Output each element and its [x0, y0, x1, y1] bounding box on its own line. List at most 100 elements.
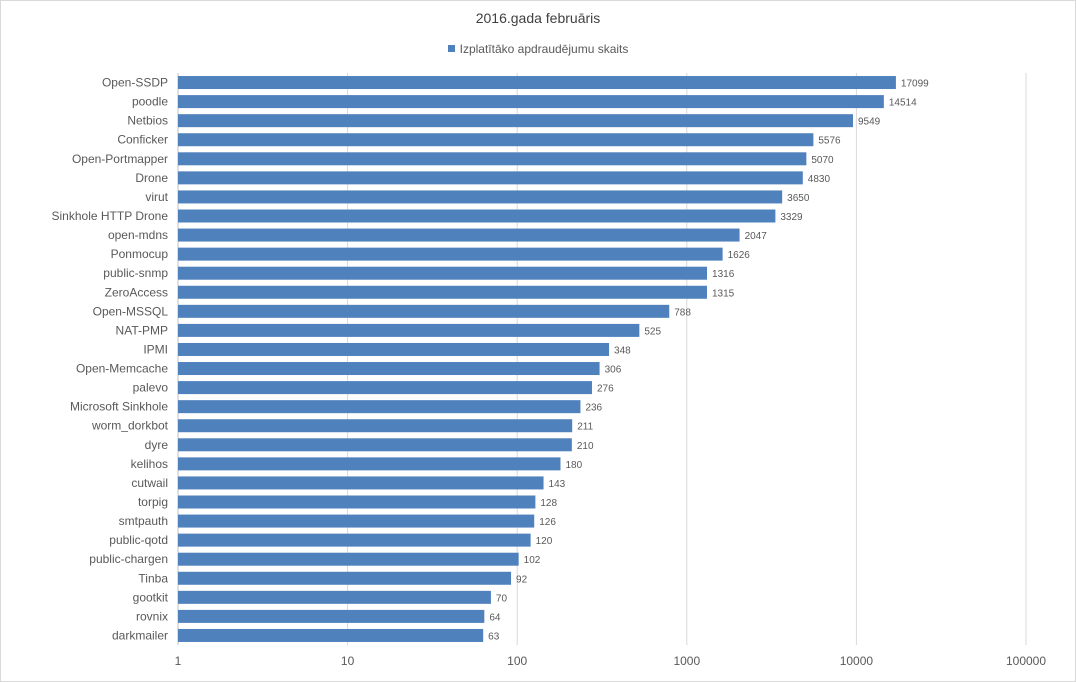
data-label: 1315 [712, 288, 735, 299]
category-label: public-chargen [89, 552, 168, 566]
data-label: 788 [674, 307, 691, 318]
data-label: 1626 [728, 250, 751, 261]
category-label: Open-SSDP [102, 76, 168, 90]
data-label: 210 [577, 441, 594, 452]
category-label: kelihos [131, 457, 168, 471]
bar [178, 190, 783, 204]
bar [178, 495, 536, 509]
category-label: Microsoft Sinkhole [70, 400, 168, 414]
category-label: dyre [145, 438, 169, 452]
category-label: palevo [133, 381, 169, 395]
data-label: 17099 [901, 79, 929, 90]
category-label: public-snmp [103, 266, 168, 280]
category-label: Sinkhole HTTP Drone [52, 209, 169, 223]
bar [178, 228, 740, 242]
bar [178, 552, 519, 566]
data-label: 143 [549, 479, 566, 490]
data-label: 70 [496, 593, 508, 604]
category-label: Open-Portmapper [72, 152, 168, 166]
category-label: Netbios [127, 114, 168, 128]
category-label: smtpauth [119, 514, 168, 528]
bar [178, 438, 572, 452]
bar [178, 400, 581, 414]
data-label: 3329 [780, 212, 803, 223]
bar [178, 590, 491, 604]
category-label: Open-MSSQL [93, 304, 169, 318]
data-label: 5576 [818, 136, 841, 147]
category-label: poodle [132, 95, 168, 109]
category-label: open-mdns [108, 228, 168, 242]
category-label: virut [145, 190, 168, 204]
legend-swatch [447, 45, 455, 52]
bar [178, 133, 814, 147]
data-label: 236 [585, 403, 602, 414]
bar [178, 323, 640, 337]
data-label: 3650 [787, 193, 810, 204]
bar [178, 152, 807, 166]
data-label: 14514 [889, 98, 917, 109]
category-label: rovnix [136, 609, 168, 623]
category-label: Drone [135, 171, 168, 185]
bar [178, 476, 544, 490]
x-tick-label: 10 [341, 654, 355, 668]
data-label: 126 [539, 517, 556, 528]
data-label: 180 [565, 460, 582, 471]
bar [178, 247, 723, 261]
category-label: darkmailer [112, 628, 168, 642]
chart-title: 2016.gada februāris [475, 10, 601, 26]
data-label: 1316 [712, 269, 735, 280]
data-label: 276 [597, 384, 614, 395]
x-tick-label: 100000 [1006, 654, 1046, 668]
category-label: IPMI [143, 342, 168, 356]
bar [178, 285, 707, 299]
data-label: 348 [614, 345, 631, 356]
category-label: worm_dorkbot [91, 419, 169, 433]
x-tick-label: 1 [175, 654, 182, 668]
bar [178, 266, 708, 280]
data-label: 120 [536, 536, 553, 547]
bar [178, 95, 884, 109]
category-label: ZeroAccess [105, 285, 168, 299]
x-tick-label: 100 [507, 654, 527, 668]
category-label: gootkit [133, 590, 169, 604]
bar [178, 457, 561, 471]
bar [178, 419, 573, 433]
category-label: torpig [138, 495, 168, 509]
bar [178, 304, 670, 318]
category-label: Tinba [138, 571, 168, 585]
bar [178, 381, 592, 395]
category-label: Conficker [117, 133, 168, 147]
data-label: 128 [540, 498, 557, 509]
bar [178, 514, 535, 528]
bar [178, 342, 610, 356]
bar [178, 533, 531, 547]
data-label: 306 [605, 365, 622, 376]
bar [178, 209, 776, 223]
category-label: Open-Memcache [76, 362, 168, 376]
data-label: 211 [577, 422, 593, 433]
category-label: public-qotd [109, 533, 168, 547]
x-tick-label: 1000 [673, 654, 700, 668]
data-label: 2047 [745, 231, 768, 242]
bar [178, 171, 803, 185]
category-label: cutwail [131, 476, 168, 490]
data-label: 5070 [811, 155, 834, 166]
data-label: 92 [516, 574, 528, 585]
bar [178, 571, 512, 585]
bar [178, 114, 854, 128]
data-label: 9549 [858, 117, 881, 128]
bar [178, 362, 600, 376]
category-label: NAT-PMP [116, 323, 168, 337]
x-tick-label: 10000 [840, 654, 874, 668]
legend-label: Izplatītāko apdraudējumu skaits [459, 42, 629, 56]
bar [178, 628, 484, 642]
chart-legend: Izplatītāko apdraudējumu skaits [0, 42, 1076, 56]
data-label: 4830 [808, 174, 831, 185]
category-label: Ponmocup [111, 247, 169, 261]
data-label: 102 [524, 555, 541, 566]
bar [178, 609, 485, 623]
data-label: 525 [644, 326, 661, 337]
data-label: 64 [489, 612, 501, 623]
